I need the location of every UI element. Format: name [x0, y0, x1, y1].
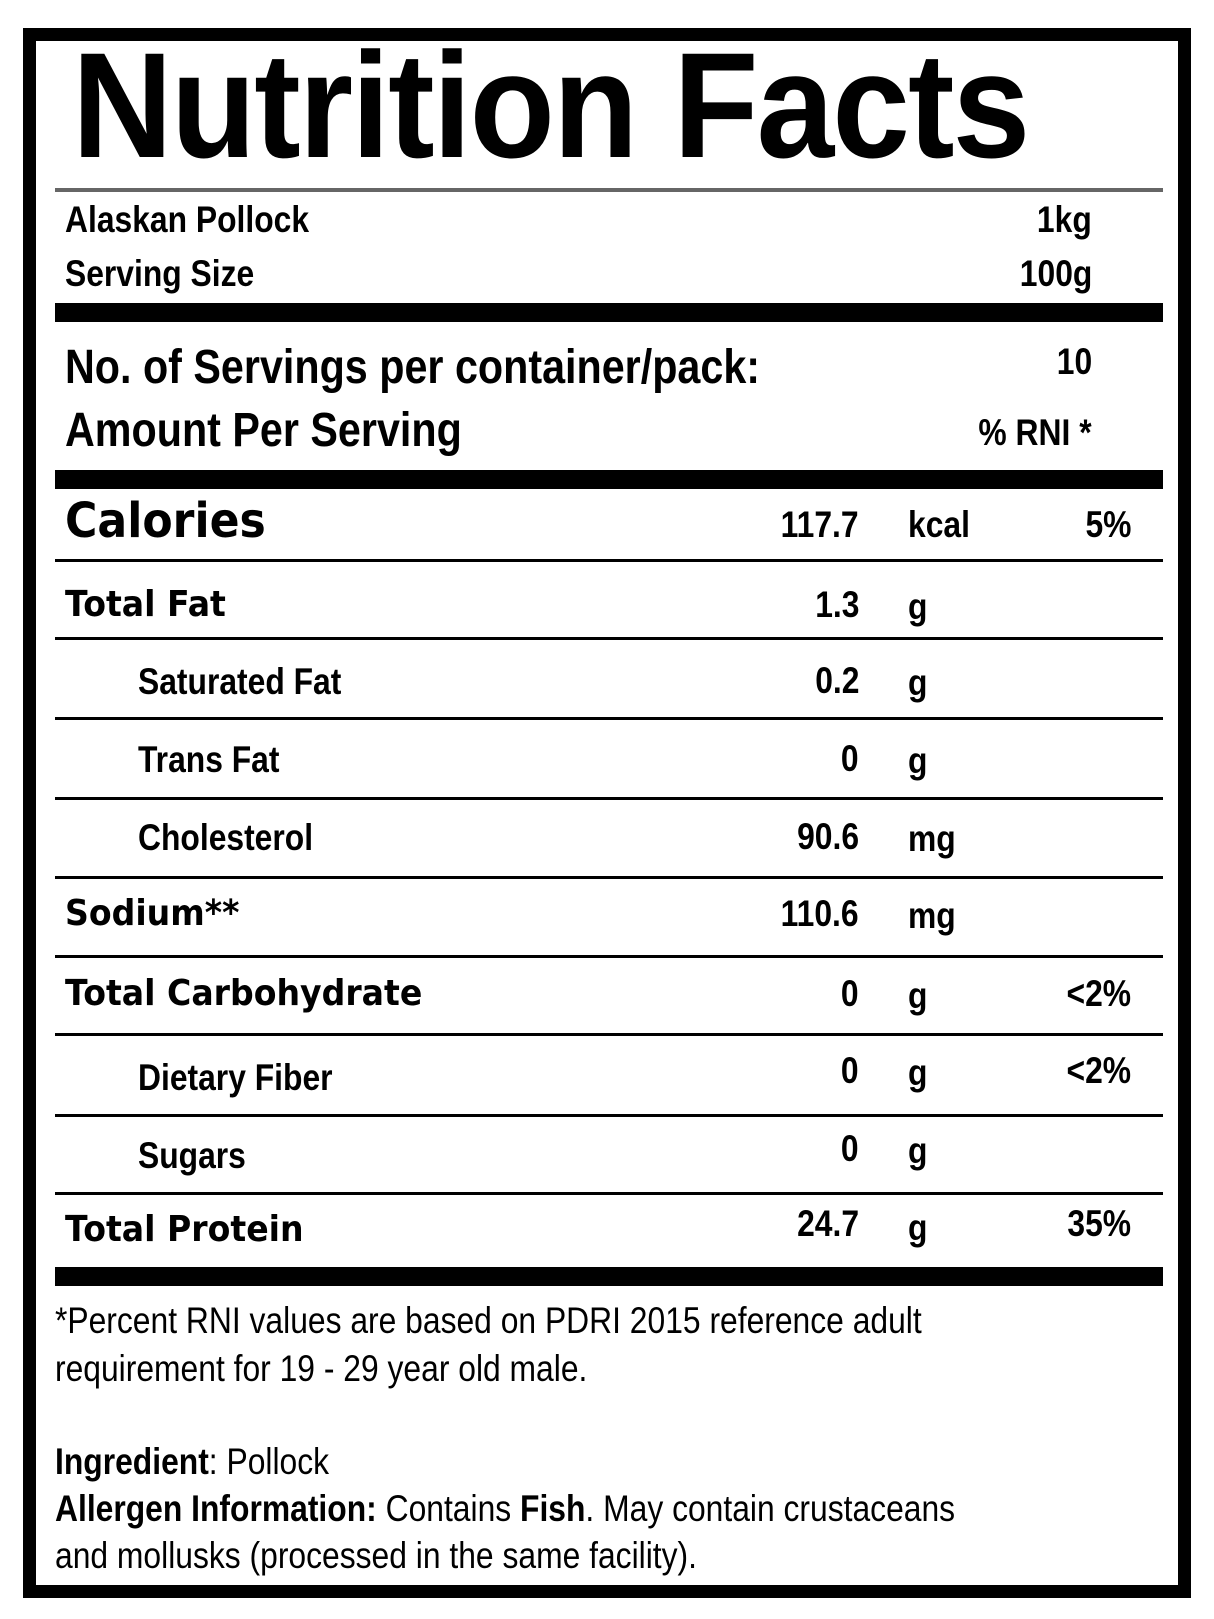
dietary-fiber-label: Dietary Fiber — [138, 1057, 333, 1098]
calories-value: 117.7 — [781, 504, 859, 545]
total-fat-value: 1.3 — [814, 584, 859, 625]
total-protein-label: Total Protein — [65, 1209, 304, 1250]
saturated-fat-value: 0.2 — [814, 660, 859, 701]
sodium-label: Sodium** — [65, 893, 240, 934]
divider — [55, 1033, 1163, 1036]
total-fat-unit: g — [908, 586, 928, 627]
ingredient-line: Ingredient: Pollock — [55, 1443, 329, 1480]
trans-fat-label: Trans Fat — [138, 739, 280, 780]
calories-unit: kcal — [908, 504, 970, 545]
divider — [55, 637, 1163, 640]
total-protein-value: 24.7 — [797, 1203, 859, 1244]
net-weight: 1kg — [1037, 199, 1092, 240]
divider — [55, 559, 1163, 562]
rni-footnote-line1: *Percent RNI values are based on PDRI 20… — [55, 1300, 922, 1341]
amount-per-serving-label: Amount Per Serving — [65, 404, 462, 457]
rni-header: % RNI * — [978, 412, 1092, 453]
trans-fat-unit: g — [908, 740, 928, 781]
total-carbohydrate-label: Total Carbohydrate — [65, 973, 423, 1014]
calories-rni: 5% — [1085, 504, 1131, 545]
total-protein-unit: g — [908, 1207, 928, 1248]
sugars-label: Sugars — [138, 1135, 246, 1176]
cholesterol-unit: mg — [908, 818, 956, 859]
rni-footnote-line2: requirement for 19 - 29 year old male. — [55, 1348, 588, 1389]
servings-per-container-label: No. of Servings per container/pack: — [65, 341, 761, 394]
divider — [55, 876, 1163, 879]
label-border — [23, 28, 1191, 1598]
divider — [55, 955, 1163, 958]
total-carbohydrate-unit: g — [908, 975, 928, 1016]
allergen-text: Contains — [376, 1488, 521, 1529]
allergen-line2: and mollusks (processed in the same faci… — [55, 1535, 697, 1576]
trans-fat-value: 0 — [841, 738, 859, 779]
dietary-fiber-unit: g — [908, 1052, 928, 1093]
allergen-line: Allergen Information: Contains Fish. May… — [55, 1490, 955, 1527]
dietary-fiber-rni: <2% — [1066, 1050, 1131, 1091]
serving-size-value: 100g — [1019, 253, 1092, 294]
ingredient-label: Ingredient — [55, 1441, 209, 1482]
sodium-unit: mg — [908, 895, 956, 936]
divider-thick — [55, 303, 1163, 322]
sugars-unit: g — [908, 1130, 928, 1171]
total-fat-label: Total Fat — [65, 584, 226, 625]
ingredient-value: Pollock — [226, 1441, 330, 1482]
saturated-fat-label: Saturated Fat — [138, 661, 342, 702]
saturated-fat-unit: g — [908, 662, 928, 703]
total-carbohydrate-rni: <2% — [1066, 973, 1131, 1014]
cholesterol-value: 90.6 — [797, 816, 859, 857]
allergen-label: Allergen Information: — [55, 1488, 377, 1529]
serving-size-label: Serving Size — [65, 253, 255, 294]
dietary-fiber-value: 0 — [841, 1050, 859, 1091]
divider — [55, 717, 1163, 720]
product-name: Alaskan Pollock — [65, 199, 310, 240]
divider-thick — [55, 470, 1163, 489]
divider — [55, 1192, 1163, 1195]
sugars-value: 0 — [841, 1128, 859, 1169]
divider — [55, 1114, 1163, 1117]
label-title: Nutrition Facts — [72, 21, 1030, 189]
calories-label: Calories — [65, 493, 266, 549]
ingredient-separator: : — [208, 1441, 227, 1482]
servings-per-container-value: 10 — [1056, 341, 1092, 382]
allergen-text-cont: . May contain crustaceans — [585, 1488, 956, 1529]
allergen-fish: Fish — [520, 1488, 586, 1529]
total-protein-rni: 35% — [1067, 1203, 1131, 1244]
divider — [55, 188, 1163, 192]
divider-thick — [55, 1267, 1163, 1286]
divider — [55, 797, 1163, 800]
cholesterol-label: Cholesterol — [138, 817, 314, 858]
sodium-value: 110.6 — [781, 893, 859, 934]
total-carbohydrate-value: 0 — [841, 973, 859, 1014]
